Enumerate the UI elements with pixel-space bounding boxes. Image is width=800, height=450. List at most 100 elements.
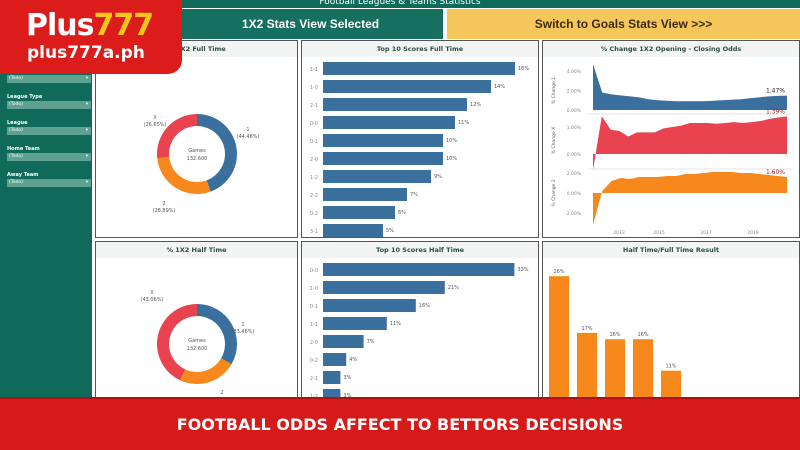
bar-value-label: 11%	[390, 321, 401, 327]
bar-value-label: 7%	[410, 192, 418, 198]
bar-value-label: 4%	[349, 357, 357, 363]
bar-value-label: 16%	[419, 303, 430, 309]
end-value-label: 1.39%	[766, 108, 785, 115]
category-label: 1-1	[310, 322, 318, 328]
switch-goals-view-button[interactable]: Switch to Goals Stats View >>>	[447, 9, 800, 39]
htft-chart: 26%17%16%16%11%5%5%	[549, 269, 737, 410]
category-label: 0-1	[310, 304, 318, 310]
ht-scores-panel: Top 10 Scores Half Time 0-0 33% 1-0 21% 0-1 1…	[301, 241, 539, 411]
bar-value-label: 3%	[343, 375, 351, 381]
plus777-logo: Plus777 plus777a.ph	[0, 0, 182, 74]
bar	[323, 317, 387, 330]
x-tick-label: 2019	[747, 230, 759, 236]
donut-slice-X	[157, 114, 197, 159]
slice-percent: (28.89%)	[153, 208, 176, 214]
bar-value-label: 16%	[518, 66, 529, 72]
center-label: Games	[188, 148, 206, 154]
category-label: 0-0	[310, 268, 318, 274]
ft-scores-chart: 1-1 16% 1-0 14% 2-1 12% 0-0 11% 0-1 10% 2-0 10% 1-2 9…	[310, 62, 529, 237]
chevron-down-icon: ▾	[85, 128, 88, 133]
panel-title: % 1X2 Half Time	[96, 242, 297, 258]
y-tick-label: 4.00%	[567, 69, 582, 75]
x-tick-label: 2013	[613, 230, 625, 236]
odds-change-panel: % Change 1X2 Opening - Closing Odds 4.00…	[542, 40, 800, 238]
bar-value-label: 17%	[581, 326, 592, 332]
league-type-select[interactable]: (Todo) ▾	[7, 101, 91, 109]
donut-slice-1	[197, 114, 238, 192]
end-value-label: 1.47%	[766, 88, 785, 95]
slice-label: X	[153, 115, 157, 121]
y-tick-label: 0.00%	[567, 152, 582, 158]
bar	[323, 281, 445, 294]
ht-donut-chart: 1(33.46%) 2 X(43.06%) Games 132.600	[141, 290, 255, 396]
filter-select[interactable]: (Todo) ▾	[7, 75, 91, 83]
bar-value-label: 11%	[458, 120, 469, 126]
category-label: 2-2	[310, 193, 318, 199]
category-label: 1-2	[310, 175, 318, 181]
category-label: 0-0	[310, 121, 318, 127]
x-tick-label: 2015	[653, 230, 665, 236]
1x2-stats-view-button[interactable]: 1X2 Stats View Selected	[178, 9, 443, 39]
y-tick-label: -2.00%	[565, 211, 582, 217]
bar	[549, 276, 569, 410]
y-tick-label: 2.00%	[567, 89, 582, 95]
area-series	[593, 116, 787, 171]
slice-percent: (44.46%)	[237, 134, 260, 140]
bar	[323, 335, 364, 348]
category-label: 2-1	[310, 103, 318, 109]
y-tick-label: 0.00%	[567, 108, 582, 114]
bar	[323, 62, 515, 75]
bar-value-label: 10%	[446, 156, 457, 162]
ht-scores-chart: 0-033%1-021%0-116%1-111%2-07%0-24%2-13%1…	[310, 263, 529, 402]
bar-value-label: 7%	[367, 339, 375, 345]
bar	[323, 80, 491, 93]
category-label: 2-0	[310, 340, 318, 346]
filter-label-league: League	[7, 120, 28, 126]
filter-label-league-type: League Type	[7, 94, 43, 100]
category-label: 1-1	[310, 67, 318, 73]
bar-value-label: 33%	[517, 267, 528, 273]
panel-title: Top 10 Scores Half Time	[302, 242, 538, 258]
filter-sidebar: (Todo) ▾ League Type (Todo) ▾ League (Todo…	[0, 40, 92, 400]
odds-change-chart: 4.00% 2.00% 0.00% 1.47% % Change 1 1.00% 0.00%…	[551, 64, 793, 236]
bar-value-label: 16%	[609, 332, 620, 338]
bar-value-label: 11%	[665, 364, 676, 370]
bar-value-label: 26%	[553, 269, 564, 275]
slice-label: 2	[162, 201, 165, 207]
chevron-down-icon: ▾	[85, 180, 88, 185]
ft-scores-panel: Top 10 Scores Full Time 1-1 16% 1-0 14% 2-1 1…	[301, 40, 539, 238]
bar	[323, 98, 467, 111]
chevron-down-icon: ▾	[85, 102, 88, 107]
panel-title: Top 10 Scores Full Time	[302, 41, 538, 57]
dashboard-title: Football Leagues & Teams Statistics	[0, 0, 800, 8]
bar	[323, 206, 395, 219]
category-label: 0-1	[310, 139, 318, 145]
donut-slice-2	[180, 358, 232, 384]
home-team-select[interactable]: (Todo) ▾	[7, 153, 91, 161]
area-series	[593, 64, 787, 110]
bar-value-label: 16%	[637, 332, 648, 338]
center-label: Games	[188, 338, 206, 344]
x-tick-label: 2017	[700, 230, 712, 236]
panel-title: Half Time/Full Time Result	[543, 242, 799, 258]
logo-domain: plus777a.ph	[27, 43, 145, 63]
area-series	[593, 172, 787, 225]
category-label: 2-0	[310, 157, 318, 163]
bar	[323, 353, 347, 366]
filter-value: (Todo)	[9, 180, 23, 185]
filter-label-away-team: Away Team	[7, 172, 39, 178]
bottom-banner: FOOTBALL ODDS AFFECT TO BETTORS DECISION…	[0, 397, 800, 450]
category-label: 2-1	[310, 376, 318, 382]
bar	[323, 134, 443, 147]
chevron-down-icon: ▾	[85, 76, 88, 81]
category-label: 1-0	[310, 85, 318, 91]
bar	[323, 299, 416, 312]
slice-label: 1	[246, 127, 249, 133]
away-team-select[interactable]: (Todo) ▾	[7, 179, 91, 187]
y-axis-label: % Change X	[551, 127, 557, 154]
league-select[interactable]: (Todo) ▾	[7, 127, 91, 135]
filter-value: (Todo)	[9, 154, 23, 159]
y-tick-label: 0.00%	[567, 191, 582, 197]
category-label: 1-0	[310, 286, 318, 292]
y-axis-label: % Change 1	[551, 77, 557, 104]
